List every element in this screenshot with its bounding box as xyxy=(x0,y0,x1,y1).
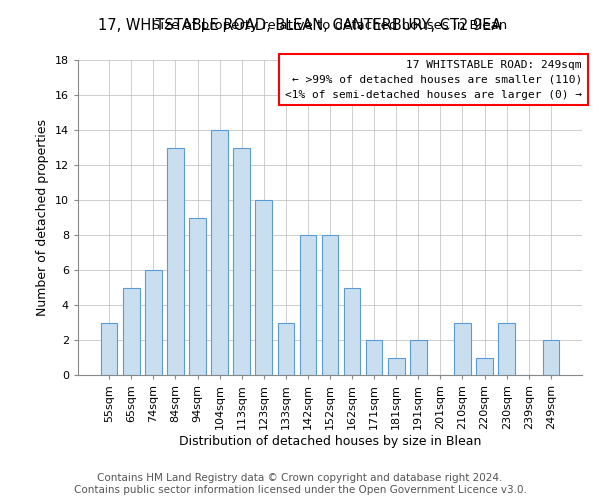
Y-axis label: Number of detached properties: Number of detached properties xyxy=(36,119,49,316)
Bar xyxy=(211,130,228,375)
Text: 17, WHITSTABLE ROAD, BLEAN, CANTERBURY, CT2 9EA: 17, WHITSTABLE ROAD, BLEAN, CANTERBURY, … xyxy=(98,18,502,32)
Bar xyxy=(123,288,140,375)
Bar xyxy=(322,235,338,375)
Bar xyxy=(344,288,361,375)
Bar xyxy=(101,322,118,375)
Bar xyxy=(189,218,206,375)
Bar xyxy=(410,340,427,375)
Bar xyxy=(499,322,515,375)
Bar xyxy=(233,148,250,375)
X-axis label: Distribution of detached houses by size in Blean: Distribution of detached houses by size … xyxy=(179,434,481,448)
Bar xyxy=(366,340,382,375)
Bar xyxy=(167,148,184,375)
Bar xyxy=(388,358,404,375)
Bar xyxy=(256,200,272,375)
Bar xyxy=(278,322,294,375)
Text: Contains HM Land Registry data © Crown copyright and database right 2024.
Contai: Contains HM Land Registry data © Crown c… xyxy=(74,474,526,495)
Bar xyxy=(299,235,316,375)
Bar xyxy=(454,322,471,375)
Bar xyxy=(542,340,559,375)
Bar xyxy=(476,358,493,375)
Text: 17 WHITSTABLE ROAD: 249sqm
← >99% of detached houses are smaller (110)
<1% of se: 17 WHITSTABLE ROAD: 249sqm ← >99% of det… xyxy=(285,60,582,100)
Title: Size of property relative to detached houses in Blean: Size of property relative to detached ho… xyxy=(152,20,508,32)
Bar xyxy=(145,270,161,375)
